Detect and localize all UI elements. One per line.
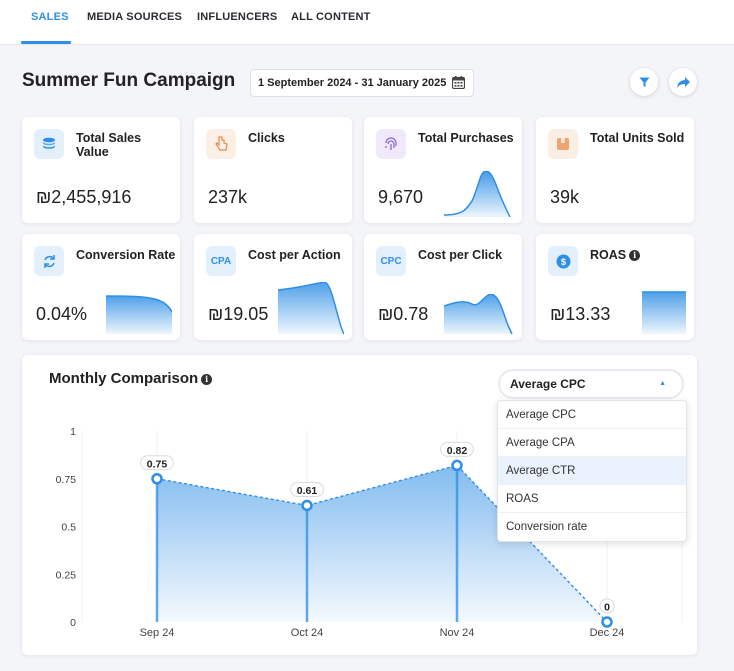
svg-text:$: $ (560, 257, 565, 267)
x-tick-label: Oct 24 (291, 627, 323, 639)
filter-button[interactable] (630, 68, 658, 96)
pointer-icon (206, 129, 236, 159)
info-icon[interactable]: i (629, 250, 641, 262)
card-value: 0.04% (36, 304, 88, 324)
share-arrow-icon (676, 76, 690, 88)
sparkline-chart (444, 294, 513, 334)
x-tick-label: Sep 24 (140, 627, 175, 639)
series-area (157, 465, 607, 622)
data-label: 0.61 (297, 485, 318, 497)
card-label: Total Units Sold (590, 131, 685, 145)
panel-title-text: Monthly Comparison (49, 370, 199, 387)
x-tick-label: Dec 24 (590, 627, 625, 639)
metric-option[interactable]: Average CPC (498, 401, 686, 429)
cpc-badge-icon: CPC (376, 246, 406, 276)
card-label: Clicks (248, 131, 285, 145)
card-value: ₪0.78 (378, 304, 429, 324)
data-label: 0.82 (447, 445, 468, 457)
card-label: ROAS i (590, 248, 690, 262)
card-value: ₪13.33 (550, 304, 611, 324)
card-value: 9,670 (378, 187, 424, 207)
data-label-bubble (599, 598, 615, 614)
coins-stack-icon (34, 129, 64, 159)
card-label: Total Sales Value (76, 131, 142, 159)
card-roas: $ ROAS i ₪13.33 (536, 234, 694, 340)
card-value: 237k (208, 187, 248, 207)
date-range-text: 1 September 2024 - 31 January 2025 (258, 77, 447, 89)
top-tab-bar: SALES MEDIA SOURCES INFLUENCERS ALL CONT… (0, 0, 734, 45)
dollar-coin-icon: $ (548, 246, 578, 276)
data-label-bubble (290, 481, 324, 497)
tab-sales[interactable]: SALES (31, 11, 69, 23)
box-icon (548, 129, 578, 159)
y-tick-label: 0.75 (56, 474, 77, 486)
metric-dropdown-menu: Average CPC Average CPA Average CTR ROAS… (497, 400, 687, 542)
info-icon[interactable]: i (201, 373, 213, 385)
y-tick-label: 1 (70, 426, 76, 438)
tab-influencers[interactable]: INFLUENCERS (197, 11, 278, 23)
data-label: 0.75 (147, 458, 168, 470)
cpa-badge-icon: CPA (206, 246, 236, 276)
card-label: Cost per Action (248, 248, 341, 262)
data-point (451, 459, 463, 472)
panel-title: Monthly Comparison i (49, 370, 213, 387)
share-button[interactable] (669, 68, 697, 96)
data-label-bubble (440, 441, 474, 457)
x-tick-label: Nov 24 (440, 627, 475, 639)
filter-icon (639, 77, 649, 87)
data-point (601, 616, 613, 628)
y-tick-label: 0.5 (61, 522, 76, 534)
refresh-arrows-icon (34, 246, 64, 276)
card-total-units-sold: Total Units Sold 39k (536, 117, 694, 223)
card-value: ₪19.05 (208, 304, 269, 324)
sparkline-chart (106, 295, 172, 334)
monthly-comparison-panel: 0 0.25 0.5 0.75 1 0.75 0.61 0.82 0 Sep 24 Oct 24 No… (22, 355, 697, 655)
metric-select[interactable]: Average CPC ▲ (498, 369, 684, 399)
tab-media-sources[interactable]: MEDIA SOURCES (87, 11, 183, 23)
card-value: ₪2,455,916 (36, 187, 132, 207)
data-point (301, 499, 313, 512)
sparkline-chart (444, 171, 511, 217)
metric-option[interactable]: Average CTR (498, 457, 686, 485)
sparkline-chart (642, 291, 686, 334)
data-label: 0 (604, 602, 610, 614)
metric-option[interactable]: Average CPA (498, 429, 686, 457)
y-tick-label: 0.25 (56, 569, 77, 581)
calendar-icon (452, 76, 465, 89)
fingerprint-icon (376, 129, 406, 159)
chevron-up-icon: ▲ (659, 380, 666, 387)
tab-all-content[interactable]: ALL CONTENT (291, 11, 371, 23)
data-point (151, 473, 163, 485)
metric-select-value: Average CPC (510, 377, 586, 391)
card-cost-per-action: CPA Cost per Action ₪19.05 (194, 234, 352, 340)
card-clicks: Clicks 237k (194, 117, 352, 223)
y-tick-label: 0 (70, 617, 76, 629)
card-label: Total Purchases (418, 131, 514, 145)
card-total-purchases: Total Purchases 9,670 (364, 117, 522, 223)
metric-option[interactable]: Conversion rate (506, 521, 588, 533)
sparkline-chart (278, 282, 344, 334)
card-cost-per-click: CPC Cost per Click ₪0.78 (364, 234, 522, 340)
data-label-bubble (140, 455, 174, 471)
date-range-picker[interactable]: 1 September 2024 - 31 January 2025 (250, 69, 474, 97)
card-label: Cost per Click (418, 248, 503, 262)
card-label: Conversion Rate (76, 248, 176, 262)
card-conversion-rate: Conversion Rate 0.04% (22, 234, 180, 340)
roas-label: ROAS (590, 248, 627, 262)
metric-option[interactable]: ROAS (498, 485, 686, 513)
card-value: 39k (550, 187, 580, 207)
page-title: Summer Fun Campaign (22, 70, 236, 91)
card-total-sales-value: Total Sales Value ₪2,455,916 (22, 117, 180, 223)
active-tab-indicator (21, 41, 71, 44)
